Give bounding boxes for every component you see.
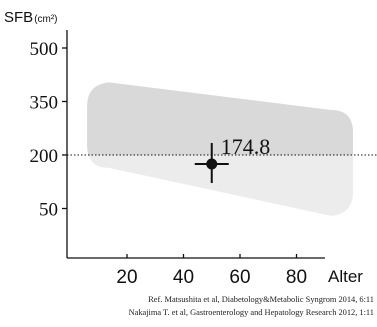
x-tick-label: 60 bbox=[229, 267, 250, 288]
y-axis-label-main: SFB bbox=[4, 9, 33, 26]
reference-2: Nakajima T. et al, Gastroenterology and … bbox=[129, 308, 374, 317]
y-axis-label-unit: (cm²) bbox=[34, 14, 57, 25]
y-axis-label: SFB(cm²) bbox=[4, 9, 58, 26]
y-tick-label: 350 bbox=[30, 93, 59, 114]
y-ticks: 50 200 350 500 bbox=[30, 39, 67, 221]
data-point bbox=[206, 158, 218, 170]
data-point-group: 174.8 bbox=[194, 134, 271, 183]
band-above-line bbox=[87, 82, 353, 155]
x-ticks: 20 40 60 80 bbox=[116, 254, 307, 288]
x-tick-label: 20 bbox=[116, 267, 137, 288]
band-below-line bbox=[88, 155, 353, 216]
x-axis-label: Alter bbox=[328, 267, 363, 286]
x-tick-label: 40 bbox=[173, 267, 194, 288]
normal-range-band bbox=[87, 82, 353, 216]
x-tick-label: 80 bbox=[286, 267, 307, 288]
y-tick-label: 200 bbox=[30, 146, 59, 167]
y-tick-label: 50 bbox=[39, 200, 58, 221]
data-point-label: 174.8 bbox=[221, 134, 271, 159]
reference-1: Ref. Matsushita et al, Diabetology&Metab… bbox=[148, 295, 374, 304]
y-tick-label: 500 bbox=[30, 39, 59, 60]
